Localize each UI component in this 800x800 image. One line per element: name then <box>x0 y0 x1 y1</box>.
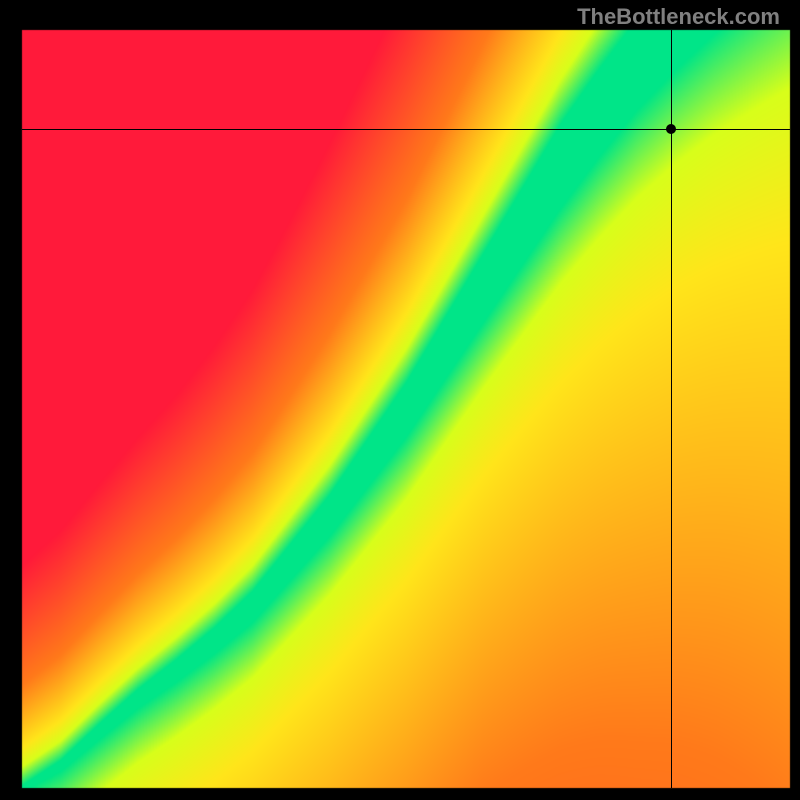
chart-container: TheBottleneck.com <box>0 0 800 800</box>
heatmap-canvas <box>0 0 800 800</box>
marker-dot <box>666 124 676 134</box>
crosshair-vertical <box>671 30 672 788</box>
watermark-text: TheBottleneck.com <box>577 4 780 30</box>
